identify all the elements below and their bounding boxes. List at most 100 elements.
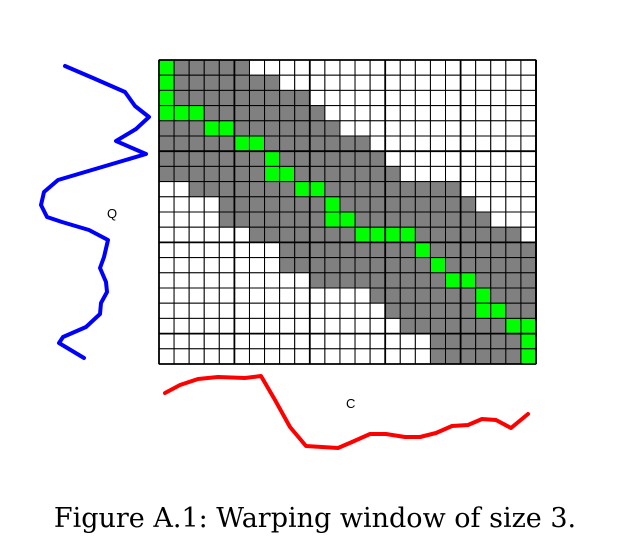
grid-cell [324,333,341,350]
window-cell [399,196,416,213]
grid-cell [248,333,266,350]
window-cell [279,241,296,259]
window-cell [188,135,205,152]
window-cell [429,272,447,289]
window-cell [324,181,341,198]
window-cell [490,226,507,243]
window-cell [294,196,311,213]
window-cell [248,181,266,198]
grid-cell [445,150,462,167]
grid-cell [218,226,235,243]
warping-path-cell [339,211,356,228]
grid-cell [264,333,281,350]
grid-cell [384,74,401,91]
window-cell [233,89,250,107]
window-cell [324,150,341,167]
window-cell [324,165,341,183]
window-cell [505,272,522,289]
grid-cell [339,74,356,91]
grid-cell [188,272,205,289]
grid-cell [414,89,431,107]
warping-path-cell [460,272,477,289]
window-cell [399,317,416,335]
grid-cell [218,317,235,335]
window-cell [158,135,175,152]
grid-cell [173,181,190,198]
window-cell [294,241,311,259]
window-cell [369,196,386,213]
grid-cell [264,302,281,319]
window-cell [384,287,401,304]
grid-cell [429,135,447,152]
window-cell [460,302,477,319]
window-cell [369,150,386,167]
warping-path-cell [520,348,537,365]
window-cell [188,120,205,137]
window-cell [248,226,266,243]
window-cell [264,211,281,228]
window-cell [384,241,401,259]
warping-path-cell [173,105,190,122]
grid-cell [505,105,522,122]
window-cell [203,59,220,76]
grid-cell [369,333,386,350]
window-cell [173,165,190,183]
grid-cell [188,241,205,259]
window-cell [445,257,462,274]
grid-cell [354,89,371,107]
q-label: Q [107,206,117,221]
figure-caption: Figure A.1: Warping window of size 3. [53,503,577,534]
grid-cell [354,302,371,319]
window-cell [188,150,205,167]
window-cell [264,105,281,122]
warping-path-cell [324,211,341,228]
grid-cell [369,105,386,122]
grid-cell [203,196,220,213]
window-cell [203,165,220,183]
grid-cell [188,302,205,319]
grid-cell [188,211,205,228]
grid-cell [354,287,371,304]
window-cell [248,120,266,137]
window-cell [248,105,266,122]
window-cell [429,317,447,335]
warping-path-cell [158,59,175,76]
warping-path-cell [264,150,281,167]
window-cell [460,241,477,259]
grid-cell [339,317,356,335]
window-cell [369,211,386,228]
warping-path-cell [369,226,386,243]
grid-cell [339,287,356,304]
grid-cell [520,135,537,152]
window-cell [279,135,296,152]
grid-cell [294,333,311,350]
window-cell [218,150,235,167]
window-cell [339,165,356,183]
window-cell [384,211,401,228]
grid-cell [248,302,266,319]
grid-cell [324,287,341,304]
grid-cell [520,150,537,167]
window-cell [233,59,250,76]
window-cell [188,59,205,76]
window-cell [233,105,250,122]
window-cell [414,317,431,335]
window-cell [309,226,326,243]
warping-path-cell [354,226,371,243]
window-cell [460,211,477,228]
window-cell [414,211,431,228]
window-cell [414,181,431,198]
grid-cell [158,196,175,213]
grid-cell [279,317,296,335]
warping-path-cell [233,135,250,152]
grid-cell [445,135,462,152]
grid-cell [324,302,341,319]
grid-cell [384,89,401,107]
warping-window-figure: Q C [39,59,537,450]
window-cell [203,150,220,167]
window-cell [354,257,371,274]
window-cell [339,272,356,289]
grid-cell [490,150,507,167]
grid-cell [324,74,341,91]
grid-cell [414,165,431,183]
